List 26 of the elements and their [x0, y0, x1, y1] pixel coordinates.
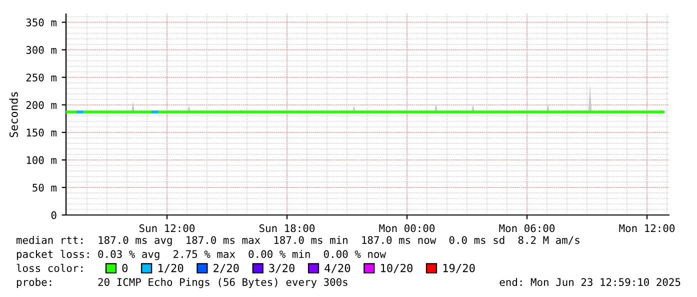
y-tick-label: 0	[51, 211, 56, 220]
x-tick-label: Sun 12:00	[139, 224, 195, 232]
y-tick-label: 100 m	[26, 156, 56, 164]
text: median rtt: 187.0 ms avg 187.0 ms max 187.0 ms min 187.0 ms now 0.0 ms sd 8.2 M am/s	[16, 236, 580, 246]
x-tick-label: Mon 06:00	[499, 224, 555, 232]
y-tick-label: 50 m	[32, 184, 56, 192]
legend-label: 19/20	[443, 264, 475, 274]
x-tick-label: Sun 18:00	[259, 224, 315, 232]
legend-label: 4/20	[324, 264, 350, 274]
y-tick-label: 250 m	[26, 74, 56, 82]
text: packet loss: 0.03 % avg 2.75 % max 0.00 % min 0.00 % now	[16, 250, 386, 260]
legend-label: 1/20	[158, 264, 184, 274]
y-tick-label: 300 m	[26, 46, 56, 54]
legend-title: loss color:	[16, 264, 82, 272]
legend-label: 3/20	[269, 264, 294, 274]
legend-label: 2/20	[214, 264, 239, 274]
x-tick-label: Mon 00:00	[379, 224, 435, 232]
x-tick-label: Mon 12:00	[619, 224, 675, 232]
y-tick-label: 200 m	[26, 101, 56, 109]
legend-label: 10/20	[381, 264, 412, 274]
text: probe: 20 ICMP Echo Pings (56 Bytes) every 300s	[16, 278, 348, 288]
y-tick-label: 350 m	[26, 18, 56, 26]
y-tick-label: 150 m	[26, 128, 56, 137]
legend-label: 0	[122, 264, 128, 272]
text: end: Mon Jun 23 12:59:10 2025	[500, 278, 680, 286]
y-axis-title: Seconds	[9, 92, 18, 138]
